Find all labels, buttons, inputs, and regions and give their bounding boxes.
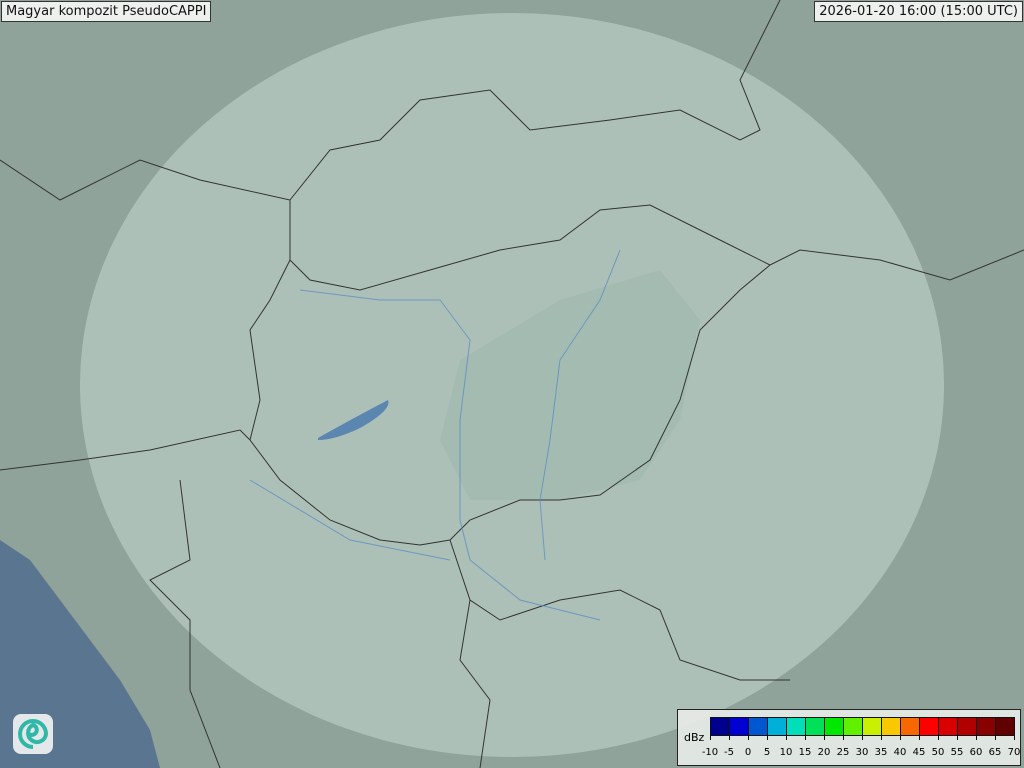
legend-tick-label: 5 [763, 747, 771, 758]
legend-tick-label: 35 [874, 747, 888, 758]
legend-swatch [977, 718, 996, 735]
legend-swatch [996, 718, 1014, 735]
legend-tick-label: 30 [855, 747, 869, 758]
legend-tick-mark [862, 736, 863, 740]
legend-tick-mark [976, 736, 977, 740]
legend-tick-label: 65 [988, 747, 1002, 758]
legend-tick-label: 25 [836, 747, 850, 758]
legend-swatch [844, 718, 863, 735]
adriatic-sea [0, 540, 160, 768]
legend-tick-mark [957, 736, 958, 740]
legend-tick-label: 40 [893, 747, 907, 758]
dbz-legend: dBz -10 -5 0 5 10 15 20 25 30 35 40 45 50 55 60 65 70 [677, 709, 1021, 766]
legend-tick-mark [748, 736, 749, 740]
legend-tick-mark [786, 736, 787, 740]
legend-tick-mark [843, 736, 844, 740]
legend-tick-mark [767, 736, 768, 740]
legend-tick-label: 10 [779, 747, 793, 758]
legend-swatch [901, 718, 920, 735]
legend-swatch [806, 718, 825, 735]
legend-tick-mark [1014, 736, 1015, 740]
lake-balaton [318, 400, 389, 440]
legend-swatch [958, 718, 977, 735]
legend-tick-mark [710, 736, 711, 740]
legend-tick-label: 0 [744, 747, 752, 758]
legend-tick-mark [900, 736, 901, 740]
legend-swatch [768, 718, 787, 735]
legend-tick-mark [824, 736, 825, 740]
rivers [249, 249, 621, 621]
legend-ticks: -10 -5 0 5 10 15 20 25 30 35 40 45 50 55 60 65 70 [702, 736, 1020, 761]
legend-swatch [882, 718, 901, 735]
legend-tick-mark [881, 736, 882, 740]
legend-swatch [711, 718, 730, 735]
legend-swatch [863, 718, 882, 735]
legend-tick-label: 15 [798, 747, 812, 758]
legend-swatch [730, 718, 749, 735]
spiral-logo-icon [18, 719, 49, 749]
legend-tick-mark [995, 736, 996, 740]
hungary-plain [440, 270, 700, 500]
legend-tick-label: 20 [817, 747, 831, 758]
legend-tick-mark [919, 736, 920, 740]
legend-swatch [825, 718, 844, 735]
legend-tick-label: 50 [931, 747, 945, 758]
legend-tick-label: 60 [969, 747, 983, 758]
legend-color-bar [710, 717, 1015, 736]
legend-tick-label: 45 [912, 747, 926, 758]
legend-tick-mark [729, 736, 730, 740]
legend-swatch [749, 718, 768, 735]
legend-tick-mark [805, 736, 806, 740]
product-title: Magyar kompozit PseudoCAPPI [1, 1, 212, 22]
legend-tick-label: -10 [701, 747, 719, 758]
legend-tick-label: 55 [950, 747, 964, 758]
legend-swatch [920, 718, 939, 735]
logo [13, 714, 53, 754]
legend-tick-label: 70 [1007, 747, 1021, 758]
legend-tick-mark [938, 736, 939, 740]
legend-unit: dBz [684, 731, 705, 744]
legend-swatch [939, 718, 958, 735]
legend-swatch [787, 718, 806, 735]
timestamp-label: 2026-01-20 16:00 (15:00 UTC) [814, 1, 1023, 22]
legend-tick-label: -5 [724, 747, 734, 758]
